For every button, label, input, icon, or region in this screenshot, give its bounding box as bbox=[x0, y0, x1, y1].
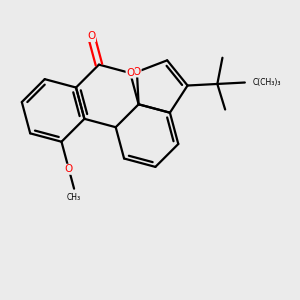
Text: CH₃: CH₃ bbox=[67, 193, 81, 202]
Text: O: O bbox=[65, 164, 73, 174]
Text: C(CH₃)₃: C(CH₃)₃ bbox=[252, 78, 281, 87]
Text: O: O bbox=[126, 68, 134, 78]
Text: O: O bbox=[87, 32, 95, 41]
Text: O: O bbox=[133, 67, 141, 77]
